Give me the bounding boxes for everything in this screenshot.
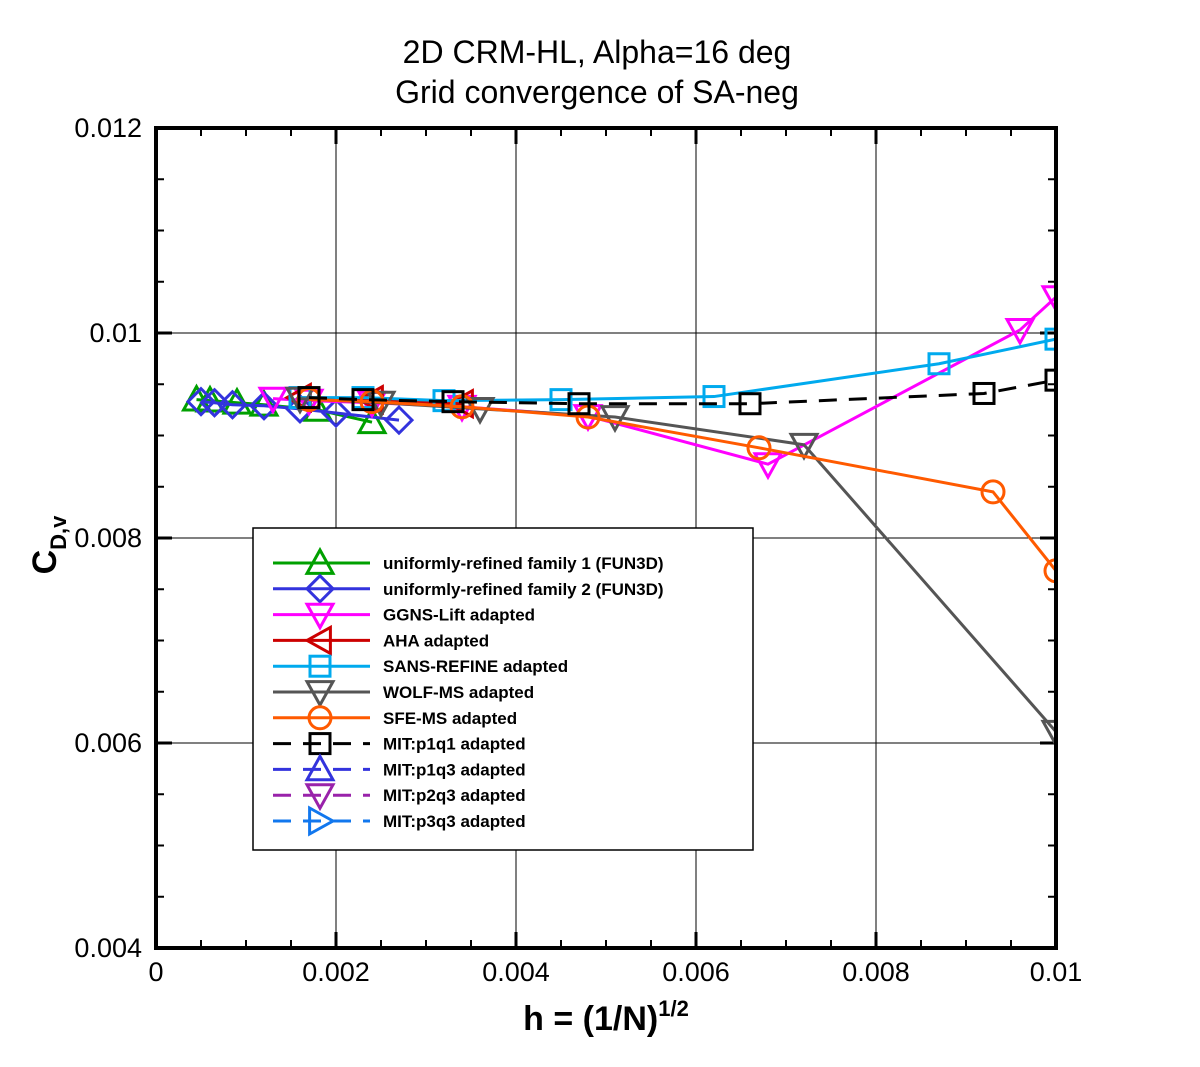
series-7-point-6 bbox=[1044, 368, 1056, 392]
legend-label-8: MIT:p1q3 adapted bbox=[383, 760, 526, 779]
legend-swatch-marker-0 bbox=[304, 546, 336, 575]
plot-frame bbox=[154, 126, 1058, 950]
y-tick-label-2: 0.008 bbox=[74, 523, 142, 553]
legend-item-10: MIT:p3q3 adapted bbox=[273, 805, 526, 837]
series-1-point-3 bbox=[248, 390, 280, 421]
x-tick-label-1: 0.002 bbox=[302, 957, 370, 987]
legend-swatch-marker-6 bbox=[307, 705, 333, 731]
series-7-point-1 bbox=[351, 388, 375, 412]
series-7-point-3 bbox=[567, 392, 591, 416]
series-2 bbox=[257, 285, 1056, 481]
legend-label-2: GGNS-Lift adapted bbox=[383, 606, 535, 625]
y-tick-label-0: 0.004 bbox=[74, 933, 142, 963]
legend-label-6: SFE-MS adapted bbox=[383, 709, 517, 728]
legend-item-9: MIT:p2q3 adapted bbox=[273, 783, 526, 812]
legend-swatch-marker-2 bbox=[304, 602, 336, 631]
series-4 bbox=[288, 327, 1056, 413]
x-axis-label-base: h = (1/N) bbox=[523, 1000, 658, 1038]
series-2-point-6 bbox=[1004, 318, 1036, 347]
x-tick-label-0: 0 bbox=[148, 957, 163, 987]
legend-swatch-marker-5 bbox=[304, 680, 336, 709]
legend-swatch-marker-9 bbox=[304, 783, 336, 812]
series-1-point-5 bbox=[320, 397, 352, 429]
series-1-point-1 bbox=[199, 387, 230, 418]
plot-frame-rect bbox=[154, 126, 1058, 950]
chart-title: 2D CRM-HL, Alpha=16 deg Grid convergence… bbox=[395, 34, 799, 110]
y-tick-label-4: 0.012 bbox=[74, 113, 142, 143]
series-5-point-5 bbox=[1040, 719, 1056, 748]
legend-label-3: AHA adapted bbox=[383, 631, 489, 650]
series-line-2 bbox=[272, 296, 1056, 466]
series-0-point-5 bbox=[356, 406, 388, 435]
x-tick-labels: 0 0.002 0.004 0.006 0.008 0.01 bbox=[148, 957, 1082, 987]
y-tick-label-1: 0.006 bbox=[74, 728, 142, 758]
legend: uniformly-refined family 1 (FUN3D) unifor… bbox=[252, 527, 754, 851]
legend-swatch-marker-10 bbox=[308, 805, 337, 837]
series-4-point-5 bbox=[927, 352, 951, 376]
y-axis-label: CD,v bbox=[26, 515, 71, 575]
legend-item-0: uniformly-refined family 1 (FUN3D) bbox=[273, 546, 664, 575]
plot-area bbox=[180, 285, 1056, 748]
legend-label-7: MIT:p1q1 adapted bbox=[383, 735, 526, 754]
series-line-7 bbox=[308, 378, 1056, 406]
legend-item-7: MIT:p1q1 adapted bbox=[273, 732, 526, 756]
series-2-point-0 bbox=[257, 386, 289, 415]
x-tick-label-4: 0.008 bbox=[842, 957, 910, 987]
y-axis-label-base: C bbox=[26, 550, 64, 575]
legend-swatch-marker-4 bbox=[308, 654, 332, 678]
legend-item-5: WOLF-MS adapted bbox=[273, 680, 534, 709]
y-tick-labels: 0.004 0.006 0.008 0.01 0.012 bbox=[74, 113, 142, 963]
legend-item-6: SFE-MS adapted bbox=[273, 705, 517, 731]
y-axis-label-subscript: D,v bbox=[46, 515, 71, 550]
legend-label-10: MIT:p3q3 adapted bbox=[383, 812, 526, 831]
legend-label-5: WOLF-MS adapted bbox=[383, 683, 534, 702]
legend-item-8: MIT:p1q3 adapted bbox=[273, 753, 526, 782]
x-tick-label-5: 0.01 bbox=[1030, 957, 1083, 987]
series-2-point-7 bbox=[1040, 285, 1056, 314]
legend-label-0: uniformly-refined family 1 (FUN3D) bbox=[383, 554, 664, 573]
series-4-point-3 bbox=[549, 388, 573, 412]
legend-item-1: uniformly-refined family 2 (FUN3D) bbox=[273, 573, 664, 604]
legend-label-9: MIT:p2q3 adapted bbox=[383, 786, 526, 805]
x-tick-label-3: 0.006 bbox=[662, 957, 730, 987]
x-axis-label: h = (1/N)1/2 bbox=[523, 996, 689, 1038]
series-4-point-6 bbox=[1044, 327, 1056, 351]
x-axis-label-superscript: 1/2 bbox=[658, 996, 689, 1021]
legend-item-3: AHA adapted bbox=[273, 624, 489, 656]
series-7-point-4 bbox=[738, 392, 762, 416]
legend-swatch-marker-3 bbox=[303, 624, 332, 656]
series-6-point-6 bbox=[1043, 558, 1056, 584]
series-0-point-3 bbox=[248, 388, 280, 417]
series-1-point-6 bbox=[383, 405, 415, 436]
y-tick-label-3: 0.01 bbox=[89, 318, 142, 348]
series-1-point-0 bbox=[185, 386, 217, 417]
series-6-point-4 bbox=[746, 435, 772, 461]
series-7-point-5 bbox=[972, 381, 996, 405]
series-5-point-3 bbox=[599, 405, 631, 434]
legend-swatch-marker-8 bbox=[304, 753, 336, 782]
series-7 bbox=[297, 368, 1056, 416]
legend-label-1: uniformly-refined family 2 (FUN3D) bbox=[383, 580, 664, 599]
series-5-point-4 bbox=[788, 432, 820, 461]
x-tick-label-2: 0.004 bbox=[482, 957, 550, 987]
series-4-point-4 bbox=[702, 385, 726, 409]
series-7-point-2 bbox=[441, 390, 465, 414]
chart-title-line-1: 2D CRM-HL, Alpha=16 deg bbox=[403, 34, 792, 70]
series-1-point-2 bbox=[217, 389, 248, 420]
legend-item-2: GGNS-Lift adapted bbox=[273, 602, 535, 631]
legend-item-4: SANS-REFINE adapted bbox=[273, 654, 568, 678]
series-7-point-0 bbox=[297, 386, 321, 410]
legend-swatch-marker-1 bbox=[304, 573, 336, 604]
chart-title-line-2: Grid convergence of SA-neg bbox=[395, 74, 799, 110]
legend-label-4: SANS-REFINE adapted bbox=[383, 657, 568, 676]
series-6-point-5 bbox=[980, 479, 1006, 505]
